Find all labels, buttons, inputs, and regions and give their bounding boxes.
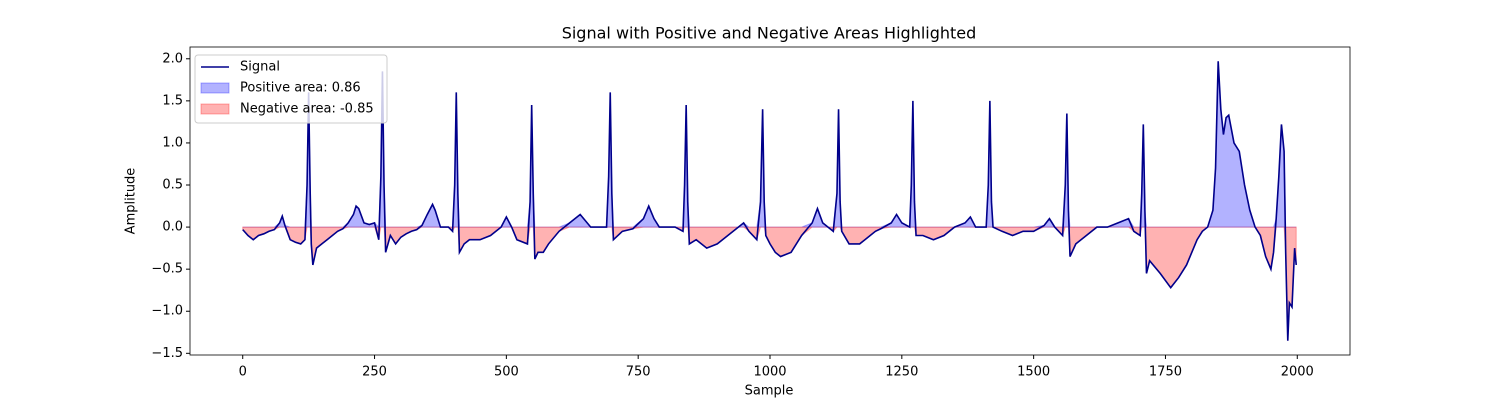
legend-swatch — [200, 82, 230, 94]
x-axis-label: Sample — [745, 384, 794, 399]
legend-label: Negative area: -0.85 — [240, 102, 374, 117]
y-tick-label: 0.5 — [162, 178, 183, 193]
signal-line — [242, 61, 1298, 341]
y-tick-label: 0.0 — [162, 220, 183, 235]
x-tick-label: 1750 — [1149, 365, 1182, 380]
chart-title: Signal with Positive and Negative Areas … — [562, 24, 977, 43]
legend-label: Positive area: 0.86 — [240, 81, 361, 96]
y-tick-label: −0.5 — [151, 262, 183, 277]
x-tick-label: 500 — [494, 365, 519, 380]
x-tick-label: 2000 — [1281, 365, 1314, 380]
x-tick-label: 250 — [362, 365, 387, 380]
y-tick-label: 1.0 — [162, 135, 183, 150]
legend-box — [194, 54, 388, 124]
legend-label: Signal — [240, 60, 280, 75]
x-tick-label: 0 — [239, 365, 247, 380]
legend-swatch — [200, 103, 230, 115]
y-tick-label: −1.0 — [151, 304, 183, 319]
area-fill — [242, 61, 1297, 229]
y-tick-label: 1.5 — [162, 93, 183, 108]
y-tick-label: 2.0 — [162, 51, 183, 66]
x-tick-label: 1000 — [753, 365, 786, 380]
x-tick-label: 1500 — [1017, 365, 1050, 380]
x-tick-label: 750 — [626, 365, 651, 380]
y-tick-label: −1.5 — [151, 346, 183, 361]
y-axis-label: Amplitude — [124, 168, 139, 235]
x-tick-label: 1250 — [885, 365, 918, 380]
